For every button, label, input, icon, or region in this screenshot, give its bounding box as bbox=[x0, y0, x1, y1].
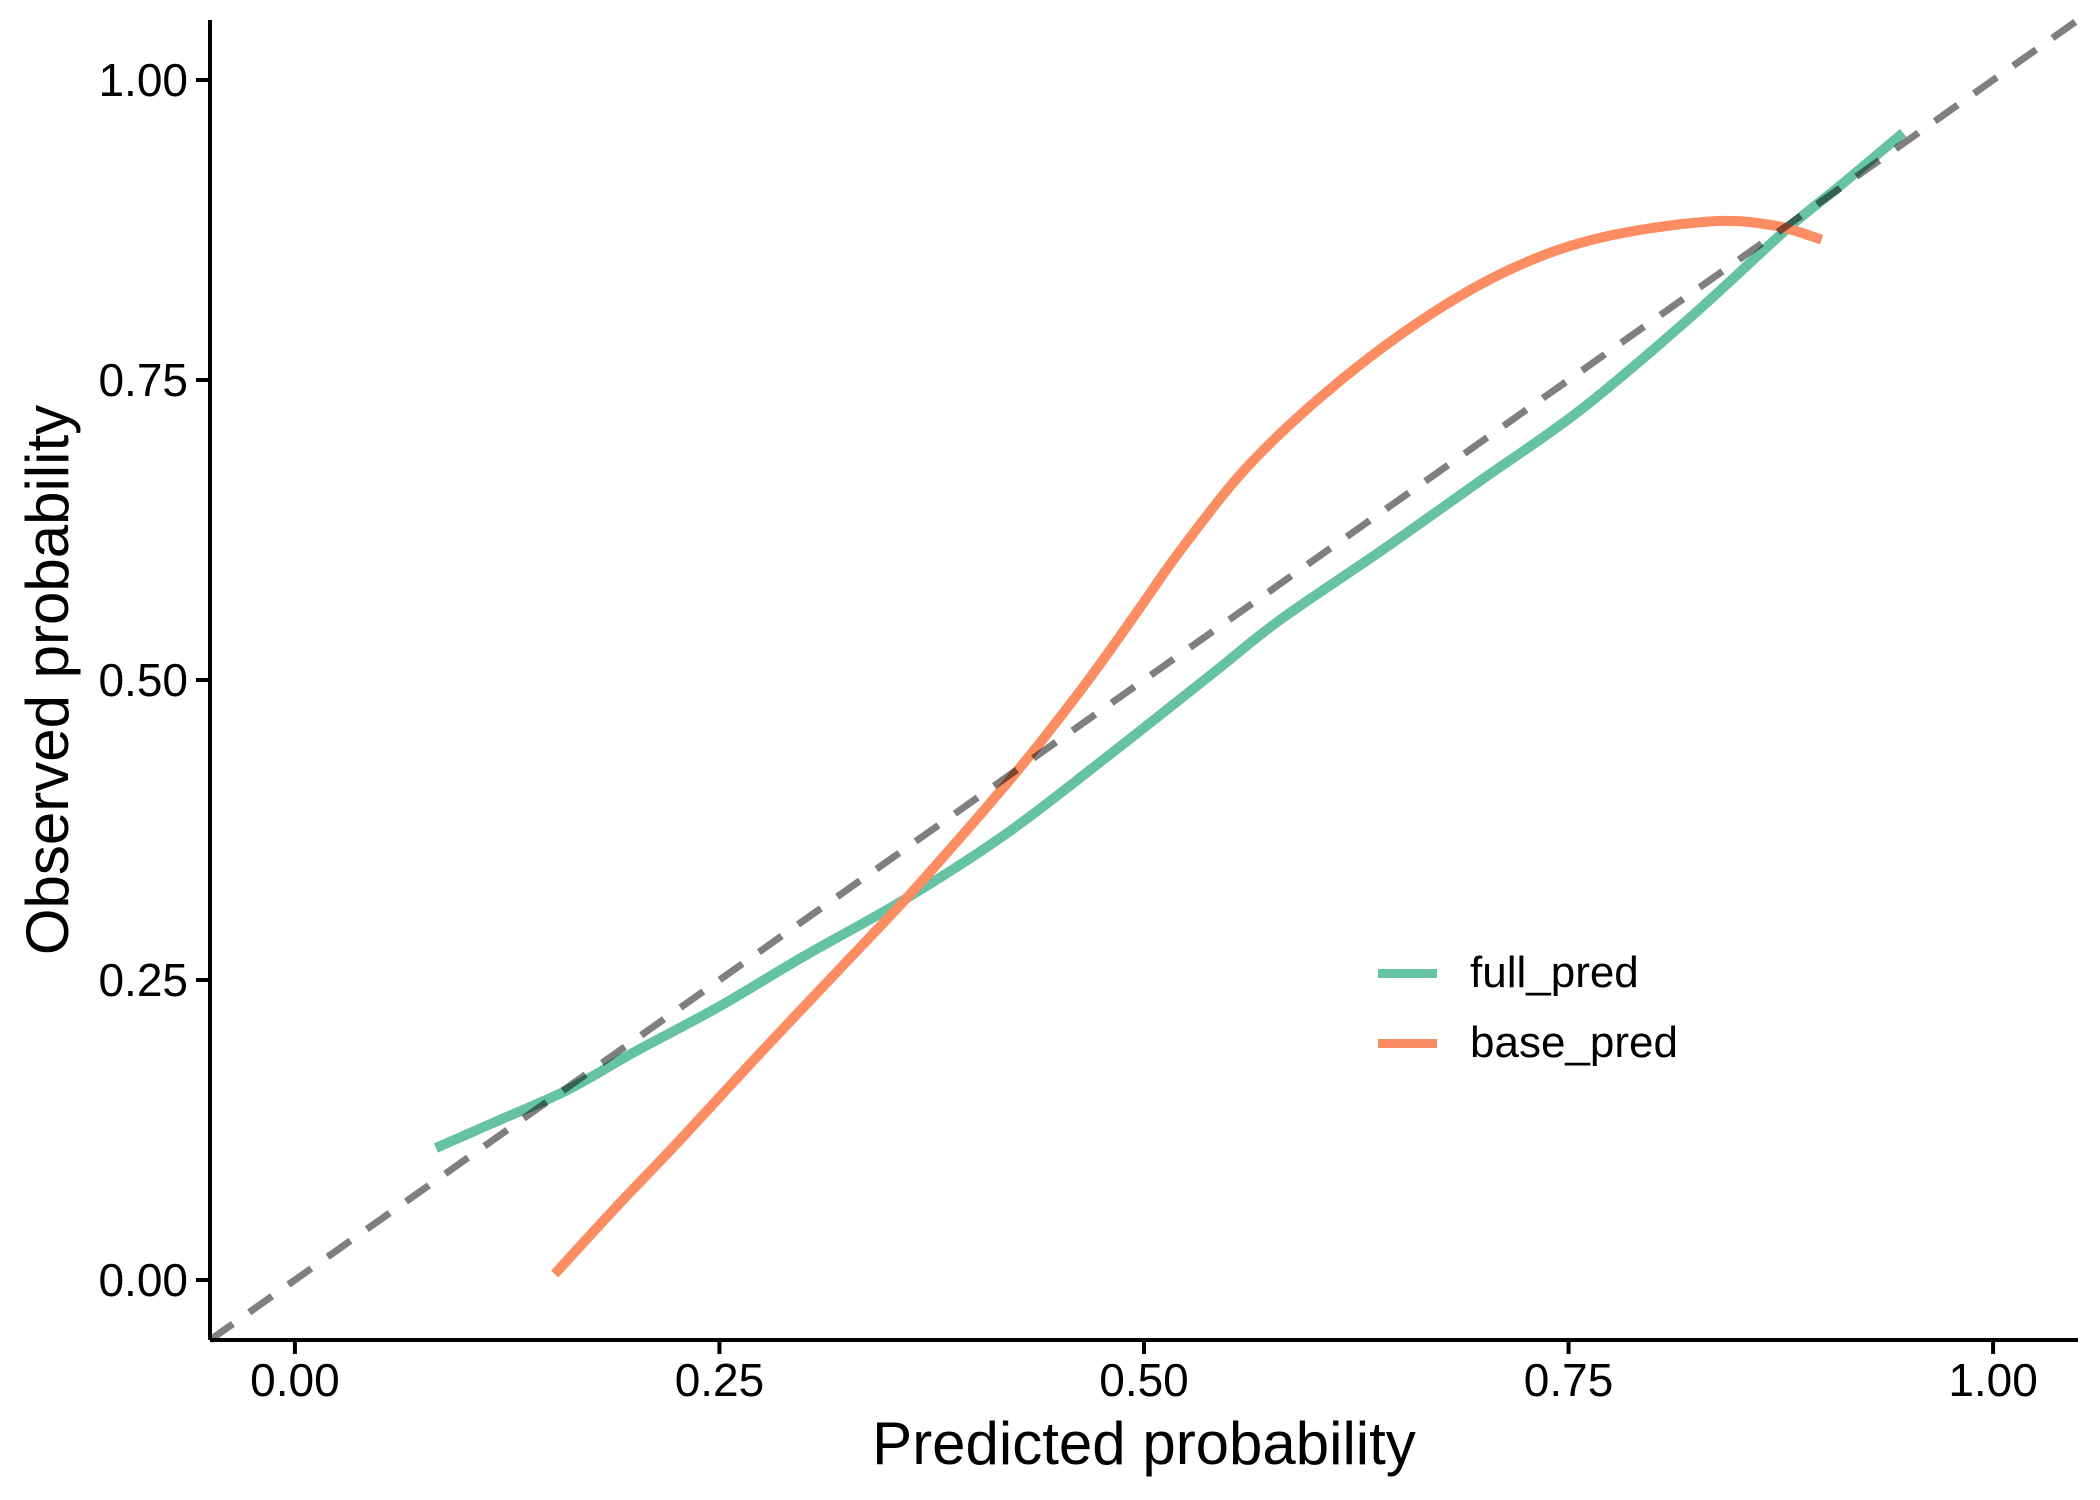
base_pred-curve bbox=[551, 215, 1824, 1278]
full_pred-curve bbox=[433, 128, 1907, 1153]
identity-reference-line bbox=[207, 17, 2081, 1343]
legend-label-base-pred: base_pred bbox=[1470, 1018, 1678, 1067]
x-tick-label: 0.50 bbox=[1099, 1354, 1189, 1406]
x-axis-title: Predicted probability bbox=[872, 1410, 1416, 1477]
legend: full_pred base_pred bbox=[1378, 950, 1678, 1066]
legend-label-full-pred: full_pred bbox=[1470, 948, 1639, 997]
x-tick-label: 0.75 bbox=[1524, 1354, 1614, 1406]
x-tick-label: 1.00 bbox=[1948, 1354, 2038, 1406]
y-tick-label: 0.25 bbox=[98, 954, 188, 1006]
plot-panel: 0.00 0.25 0.50 0.75 1.00 0.00 0.25 0.50 0.75 1.00 bbox=[98, 17, 2081, 1406]
y-tick-label: 0.75 bbox=[98, 354, 188, 406]
legend-item-base-pred: base_pred bbox=[1378, 1020, 1678, 1066]
y-tick-label: 0.50 bbox=[98, 654, 188, 706]
y-tick-label: 0.00 bbox=[98, 1254, 188, 1306]
legend-item-full-pred: full_pred bbox=[1378, 950, 1678, 996]
full-pred-line-key-icon bbox=[1378, 968, 1437, 978]
y-tick-label: 1.00 bbox=[98, 54, 188, 106]
base-pred-line-key-icon bbox=[1378, 1038, 1437, 1048]
x-tick-label: 0.25 bbox=[675, 1354, 765, 1406]
x-tick-label: 0.00 bbox=[250, 1354, 340, 1406]
y-axis-title: Observed probability bbox=[14, 405, 81, 955]
